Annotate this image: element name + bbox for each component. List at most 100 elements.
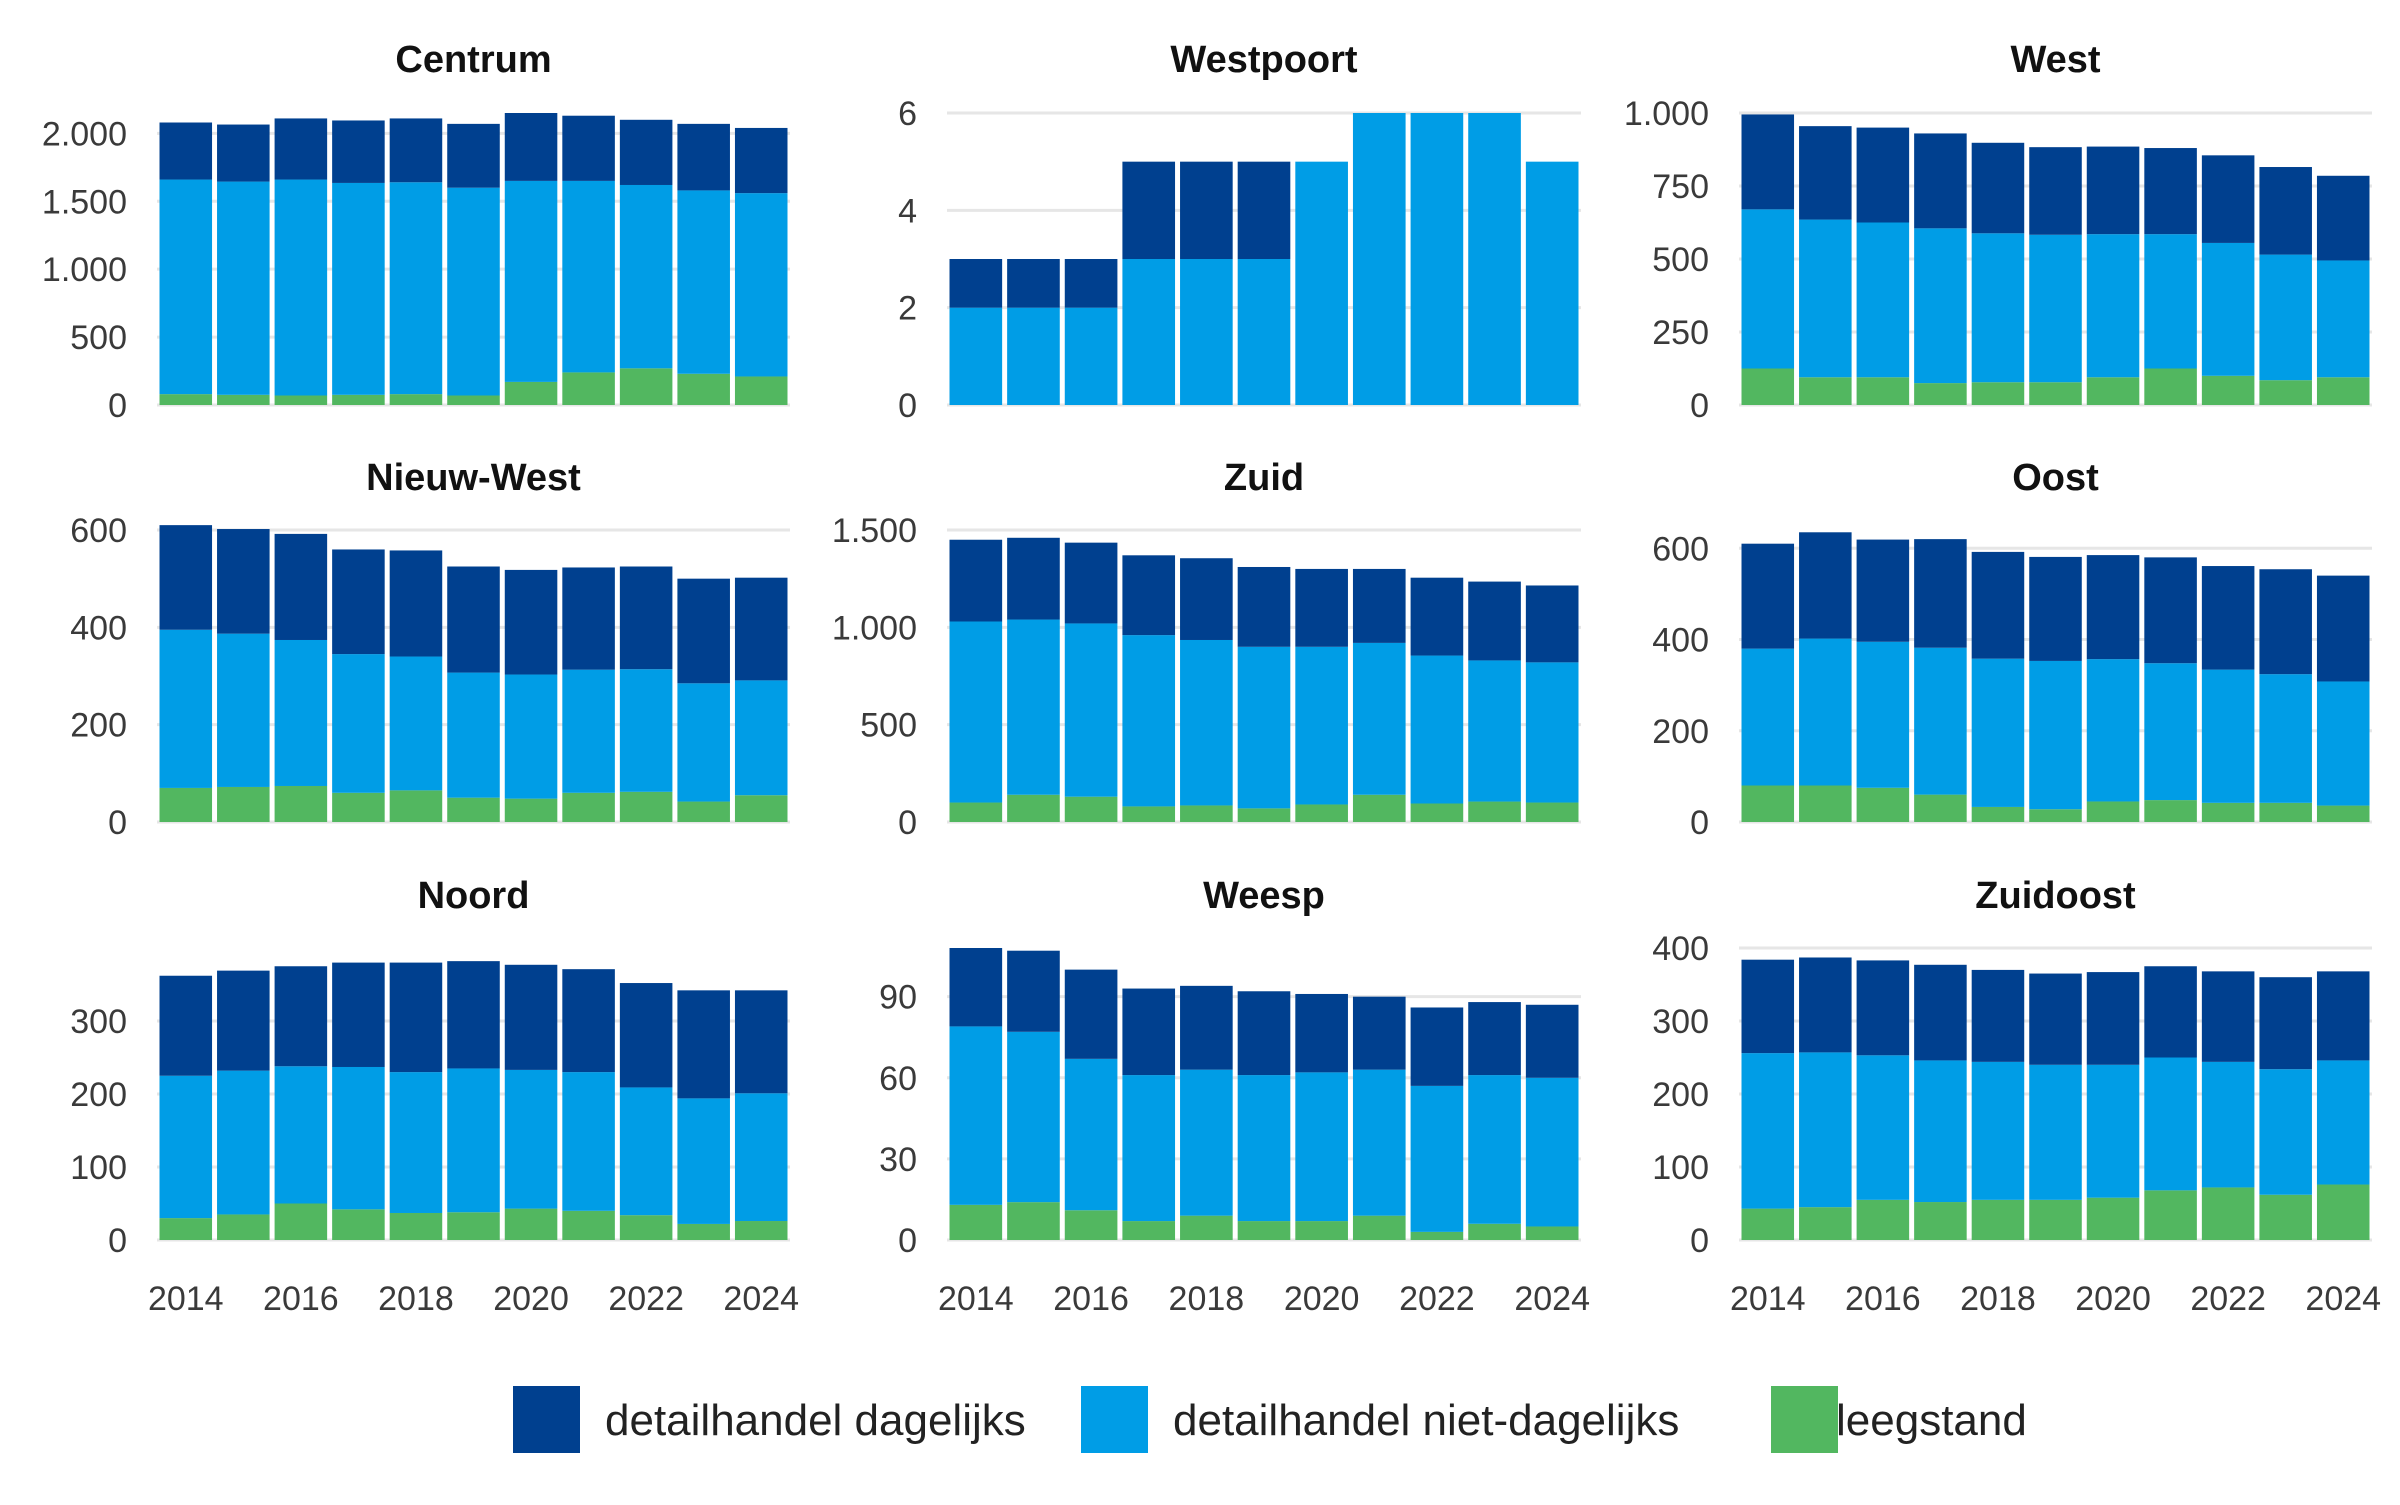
bar-detailhandel-niet-dagelijks-2018 (1971, 658, 2025, 807)
bar-leegstand-2019 (447, 395, 500, 405)
bar-leegstand-2019 (1237, 808, 1291, 822)
x-tick-label: 2014 (148, 1280, 224, 1318)
bar-detailhandel-niet-dagelijks-2023 (677, 1098, 730, 1224)
bar-detailhandel-dagelijks-2023 (2259, 569, 2312, 675)
bar-detailhandel-niet-dagelijks-2016 (274, 179, 328, 396)
bar-detailhandel-dagelijks-2018 (1180, 161, 1233, 259)
bar-leegstand-2020 (504, 381, 558, 405)
bar-leegstand-2021 (2144, 1190, 2197, 1240)
panel-title-nieuw-west: Nieuw-West (366, 457, 581, 499)
bar-detailhandel-dagelijks-2015 (1799, 126, 1852, 220)
bar-leegstand-2014 (159, 394, 213, 405)
bar-leegstand-2018 (389, 394, 443, 405)
bar-detailhandel-niet-dagelijks-2018 (1971, 233, 2025, 383)
bar-detailhandel-dagelijks-2023 (2259, 977, 2312, 1070)
bar-detailhandel-dagelijks-2018 (389, 550, 443, 657)
bar-detailhandel-dagelijks-2020 (1295, 993, 1348, 1073)
bar-detailhandel-niet-dagelijks-2022 (1410, 655, 1464, 804)
x-tick-label: 2016 (1845, 1280, 1921, 1318)
bar-detailhandel-niet-dagelijks-2021 (562, 180, 615, 373)
y-tick-label: 400 (1652, 622, 1709, 660)
bar-detailhandel-niet-dagelijks-2018 (389, 656, 443, 791)
bar-detailhandel-dagelijks-2019 (2029, 556, 2082, 661)
bar-detailhandel-niet-dagelijks-2017 (1914, 228, 1967, 384)
bar-leegstand-2018 (1971, 1199, 2025, 1240)
y-tick-label: 4 (898, 192, 917, 230)
bar-leegstand-2024 (2316, 805, 2370, 822)
bar-detailhandel-dagelijks-2015 (1007, 537, 1060, 620)
bar-detailhandel-niet-dagelijks-2022 (1410, 113, 1464, 405)
bar-leegstand-2022 (2201, 1187, 2255, 1240)
bar-detailhandel-dagelijks-2020 (2086, 972, 2140, 1065)
bar-detailhandel-dagelijks-2016 (1064, 259, 1118, 308)
bar-detailhandel-niet-dagelijks-2022 (2201, 1061, 2255, 1188)
y-tick-label: 0 (898, 804, 917, 842)
bar-detailhandel-niet-dagelijks-2023 (1468, 660, 1521, 802)
bar-detailhandel-niet-dagelijks-2017 (1122, 635, 1176, 807)
panel-title-noord: Noord (418, 875, 530, 917)
bar-detailhandel-niet-dagelijks-2020 (504, 180, 558, 382)
bar-detailhandel-niet-dagelijks-2023 (2259, 1069, 2312, 1195)
bar-detailhandel-niet-dagelijks-2020 (504, 674, 558, 799)
bar-detailhandel-niet-dagelijks-2024 (1525, 1077, 1579, 1227)
y-tick-label: 6 (898, 95, 917, 133)
bar-detailhandel-niet-dagelijks-2015 (217, 1070, 270, 1215)
bar-detailhandel-niet-dagelijks-2014 (159, 629, 213, 788)
bar-leegstand-2024 (2316, 1184, 2370, 1240)
bar-detailhandel-niet-dagelijks-2021 (2144, 663, 2197, 801)
bar-leegstand-2022 (2201, 802, 2255, 822)
bar-detailhandel-niet-dagelijks-2016 (274, 1066, 328, 1204)
bar-leegstand-2023 (2259, 1194, 2312, 1240)
bar-detailhandel-niet-dagelijks-2016 (274, 639, 328, 786)
bar-leegstand-2017 (332, 792, 385, 822)
bar-leegstand-2021 (562, 792, 615, 822)
bar-detailhandel-dagelijks-2016 (274, 966, 328, 1067)
bar-detailhandel-niet-dagelijks-2017 (1122, 1075, 1176, 1222)
bar-detailhandel-dagelijks-2018 (1971, 551, 2025, 659)
y-tick-label: 0 (1690, 387, 1709, 425)
y-tick-label: 0 (108, 804, 127, 842)
bar-detailhandel-niet-dagelijks-2022 (619, 184, 673, 369)
bar-detailhandel-dagelijks-2020 (504, 964, 558, 1070)
bar-detailhandel-niet-dagelijks-2015 (1007, 1031, 1060, 1203)
bar-detailhandel-niet-dagelijks-2017 (332, 182, 385, 395)
panel-title-weesp: Weesp (1203, 875, 1325, 917)
legend-label-leegstand: leegstand (1836, 1396, 2027, 1445)
bar-leegstand-2020 (504, 1208, 558, 1240)
bar-detailhandel-dagelijks-2017 (332, 549, 385, 655)
y-tick-label: 400 (70, 609, 127, 647)
y-tick-label: 60 (879, 1060, 917, 1098)
bar-leegstand-2024 (734, 376, 788, 405)
bar-detailhandel-dagelijks-2017 (332, 962, 385, 1067)
bar-leegstand-2019 (1237, 1221, 1291, 1240)
bar-detailhandel-dagelijks-2024 (734, 577, 788, 681)
y-tick-label: 0 (1690, 1222, 1709, 1260)
bar-leegstand-2021 (1352, 1215, 1406, 1240)
y-tick-label: 400 (1652, 930, 1709, 968)
bar-detailhandel-dagelijks-2021 (562, 969, 615, 1073)
x-tick-label: 2020 (1284, 1280, 1360, 1318)
bar-detailhandel-dagelijks-2016 (274, 533, 328, 640)
bar-detailhandel-niet-dagelijks-2019 (2029, 1064, 2082, 1200)
bar-detailhandel-niet-dagelijks-2021 (1352, 642, 1406, 795)
bar-detailhandel-niet-dagelijks-2015 (1799, 1052, 1852, 1208)
bar-detailhandel-dagelijks-2015 (217, 529, 270, 634)
x-tick-label: 2020 (2075, 1280, 2151, 1318)
y-tick-label: 600 (70, 512, 127, 550)
bar-detailhandel-niet-dagelijks-2022 (619, 669, 673, 792)
bar-detailhandel-dagelijks-2015 (1799, 957, 1852, 1053)
bar-detailhandel-niet-dagelijks-2017 (332, 654, 385, 793)
bar-detailhandel-dagelijks-2024 (734, 990, 788, 1094)
bar-leegstand-2022 (619, 1215, 673, 1240)
bar-detailhandel-dagelijks-2020 (504, 569, 558, 675)
bar-detailhandel-dagelijks-2019 (2029, 147, 2082, 235)
bar-leegstand-2018 (1180, 805, 1233, 822)
bar-detailhandel-niet-dagelijks-2018 (1180, 1069, 1233, 1216)
y-tick-label: 600 (1652, 530, 1709, 568)
x-tick-label: 2024 (723, 1280, 799, 1318)
bar-detailhandel-dagelijks-2015 (217, 124, 270, 182)
bar-leegstand-2022 (2201, 375, 2255, 405)
bar-detailhandel-niet-dagelijks-2019 (1237, 646, 1291, 809)
x-tick-label: 2018 (1169, 1280, 1245, 1318)
